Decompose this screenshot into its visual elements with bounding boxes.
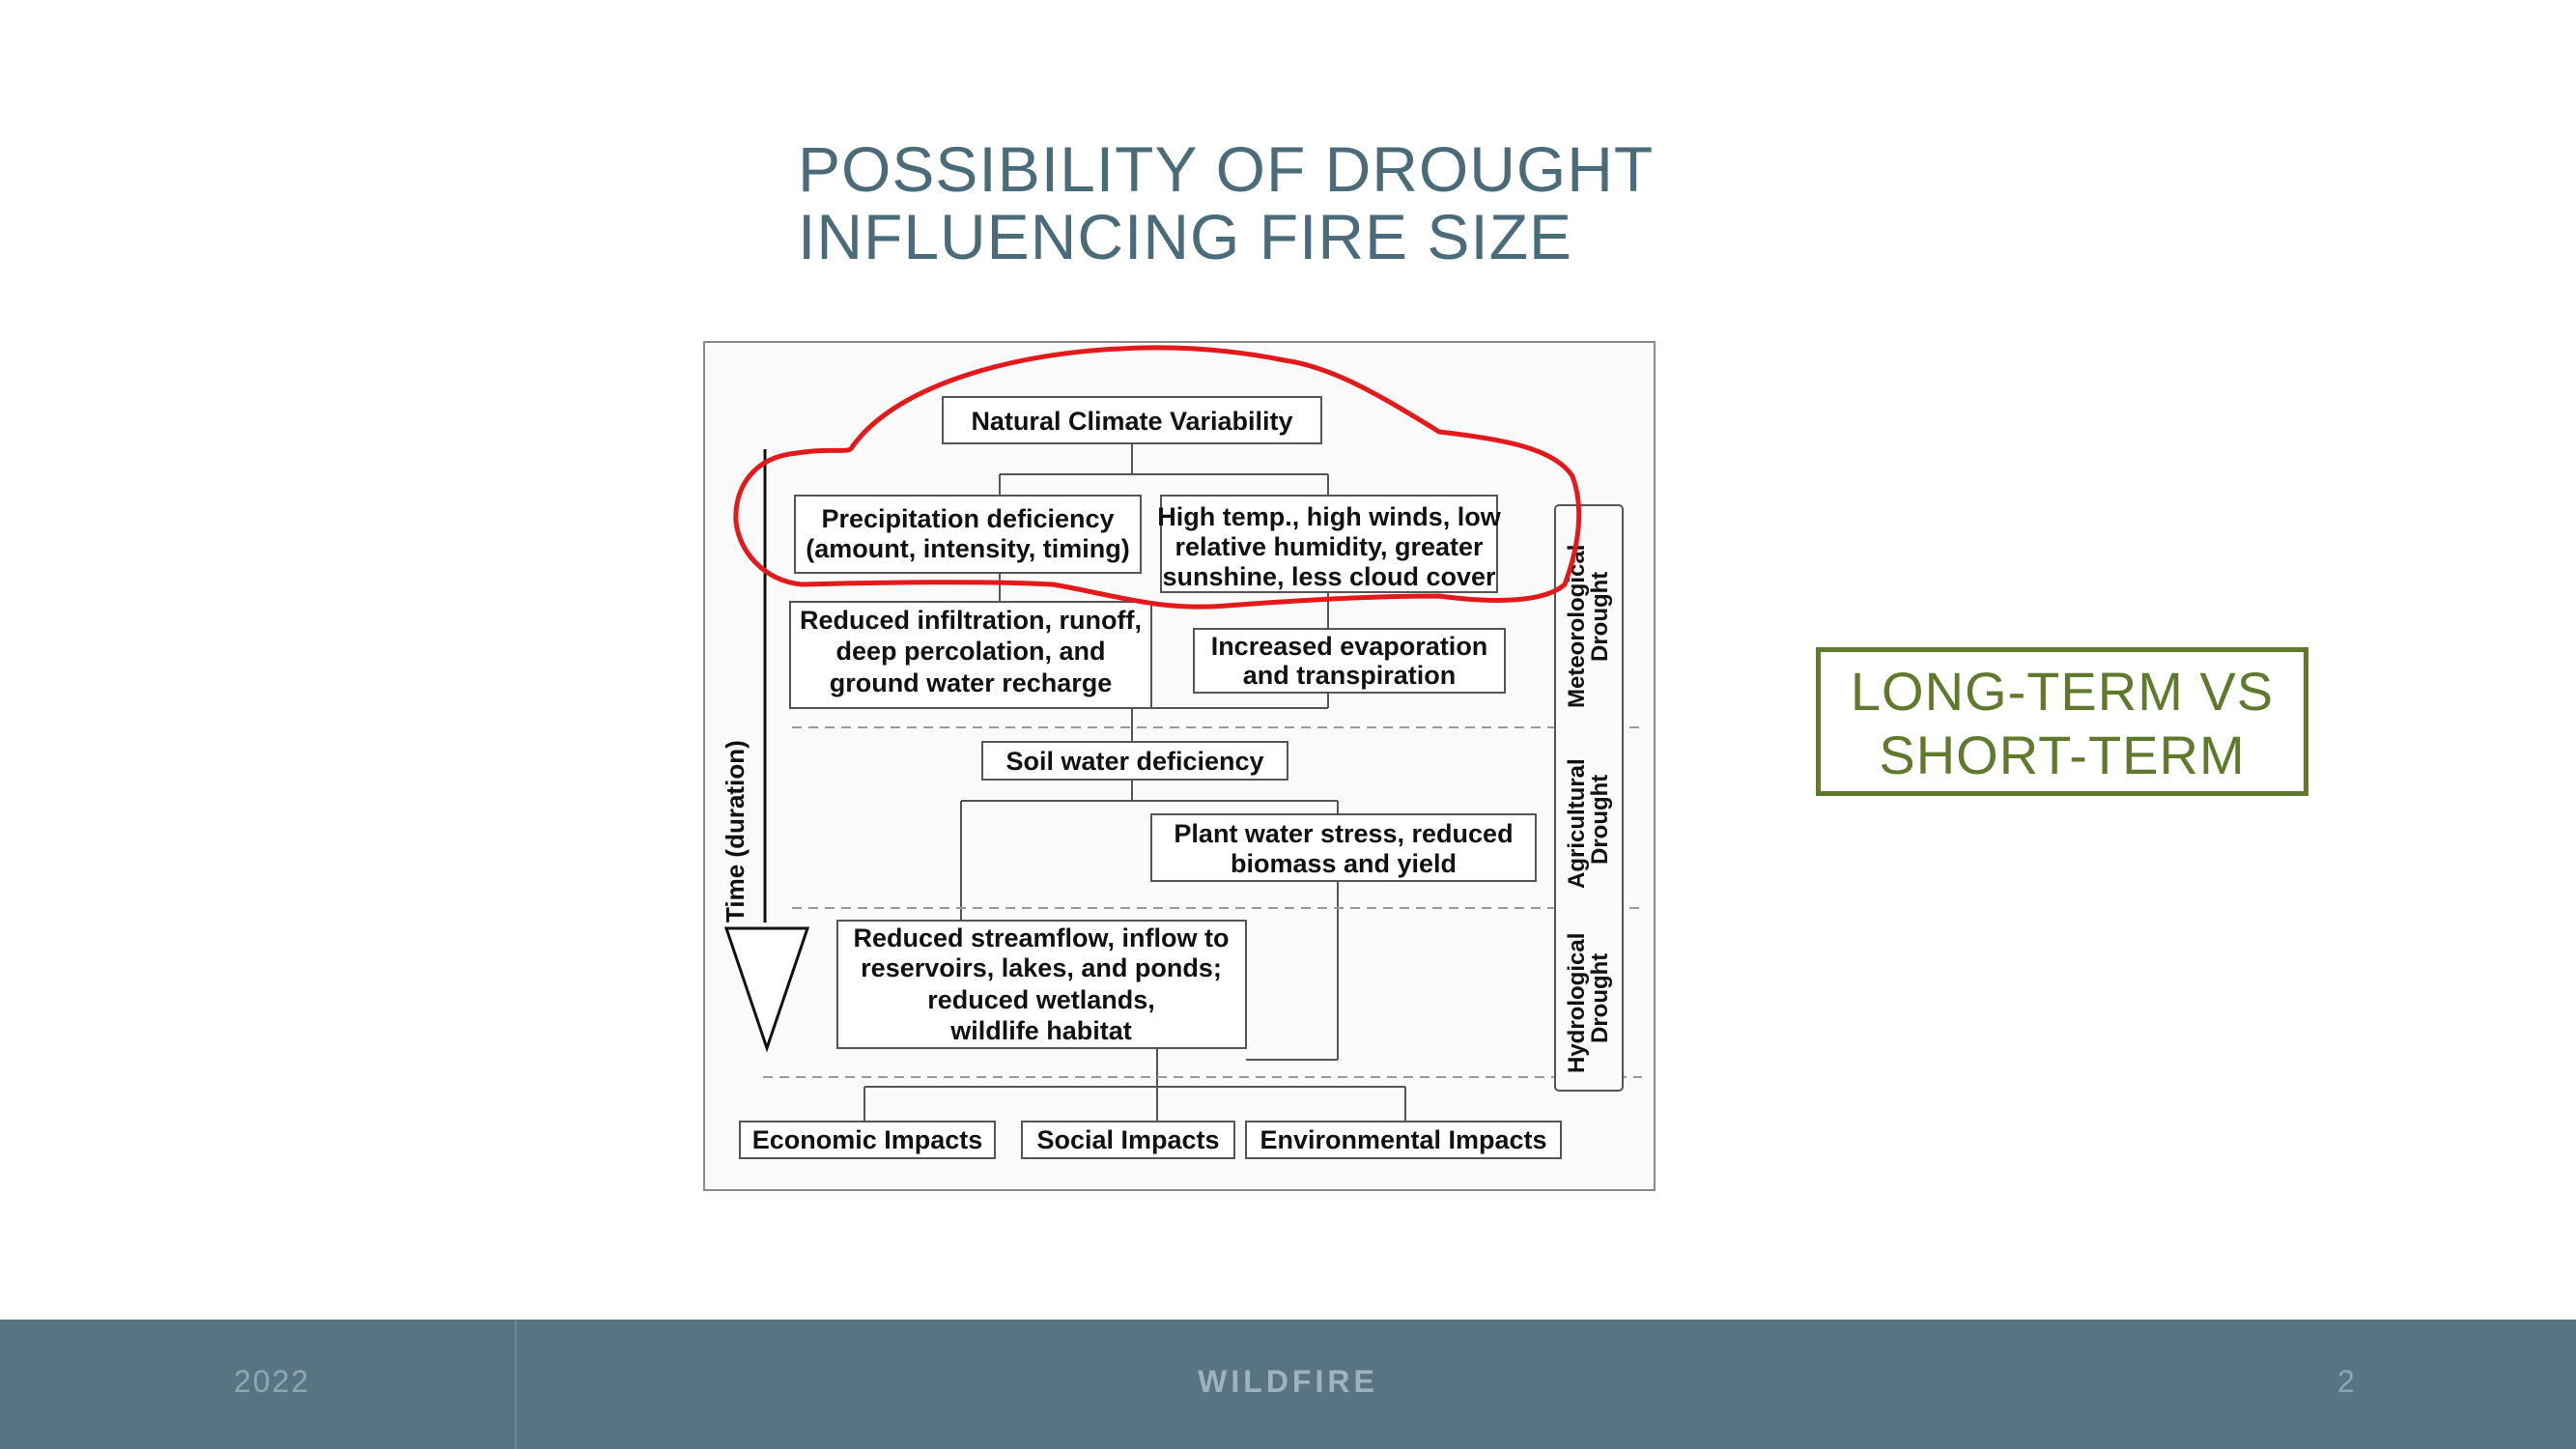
drought-type-bracket: Meteorological Drought Agricultural Drou… (1554, 504, 1624, 1092)
drought-diagram: Time (duration) Meteorological Drought A… (703, 341, 1656, 1191)
footer-divider (515, 1320, 517, 1449)
slide-footer: 2022 WILDFIRE 2 (0, 1320, 2576, 1449)
high-temp-line3: sunshine, less cloud cover (1162, 562, 1496, 591)
streamflow-line4: wildlife habitat (949, 1016, 1132, 1045)
footer-title: WILDFIRE (1198, 1364, 1378, 1399)
callout-line1: LONG-TERM VS (1850, 661, 2275, 722)
plant-stress-line2: biomass and yield (1231, 849, 1457, 878)
infiltration-line2: deep percolation, and (835, 637, 1105, 666)
precipitation-line2: (amount, intensity, timing) (806, 534, 1129, 563)
hydrological-label-line1: Hydrological (1564, 933, 1590, 1073)
section-dividers (763, 726, 1642, 1078)
plant-stress-line1: Plant water stress, reduced (1174, 819, 1513, 848)
evaporation-box: Increased evaporation and transpiration (1193, 628, 1506, 694)
environmental-impacts-text: Environmental Impacts (1260, 1125, 1546, 1154)
evaporation-line1: Increased evaporation (1211, 632, 1488, 661)
long-vs-short-term-callout: LONG-TERM VS SHORT-TERM (1816, 647, 2308, 796)
natural-climate-text: Natural Climate Variability (971, 407, 1292, 436)
high-temp-box: High temp., high winds, low relative hum… (1157, 495, 1502, 593)
meteorological-label-line2: Drought (1587, 572, 1613, 662)
infiltration-line3: ground water recharge (830, 668, 1113, 697)
high-temp-line2: relative humidity, greater (1175, 532, 1484, 561)
slide-title-line1: POSSIBILITY OF DROUGHT (798, 133, 1655, 205)
streamflow-line2: reservoirs, lakes, and ponds; (861, 953, 1222, 982)
precipitation-box: Precipitation deficiency (amount, intens… (794, 495, 1142, 574)
hydrological-label-line2: Drought (1587, 953, 1613, 1043)
time-arrow: Time (duration) (721, 449, 810, 1053)
callout-line2: SHORT-TERM (1879, 724, 2246, 785)
footer-year: 2022 (234, 1364, 311, 1399)
streamflow-line1: Reduced streamflow, inflow to (853, 923, 1229, 952)
reduced-infiltration-box: Reduced infiltration, runoff, deep perco… (789, 601, 1152, 709)
drought-flowchart: Time (duration) Meteorological Drought A… (721, 345, 1642, 1159)
social-impacts-box: Social Impacts (1021, 1121, 1235, 1159)
economic-impacts-text: Economic Impacts (752, 1125, 983, 1154)
agricultural-label-line1: Agricultural (1564, 758, 1590, 889)
agricultural-label-line2: Drought (1587, 775, 1613, 865)
red-highlight-circle (733, 345, 1582, 610)
streamflow-line3: reduced wetlands, (927, 985, 1155, 1014)
high-temp-line1: High temp., high winds, low (1157, 502, 1501, 531)
environmental-impacts-box: Environmental Impacts (1245, 1121, 1562, 1159)
plant-stress-box: Plant water stress, reduced biomass and … (1150, 813, 1537, 882)
soil-water-text: Soil water deficiency (1005, 747, 1263, 776)
page-number: 2 (2337, 1364, 2355, 1399)
social-impacts-text: Social Impacts (1036, 1125, 1219, 1154)
streamflow-box: Reduced streamflow, inflow to reservoirs… (836, 920, 1247, 1049)
time-duration-label: Time (duration) (721, 740, 750, 923)
economic-impacts-box: Economic Impacts (739, 1121, 996, 1159)
natural-climate-box: Natural Climate Variability (942, 396, 1322, 444)
infiltration-line1: Reduced infiltration, runoff, (800, 606, 1142, 635)
slide-title-line2: INFLUENCING FIRE SIZE (798, 201, 1573, 272)
evaporation-line2: and transpiration (1243, 661, 1457, 690)
precipitation-line1: Precipitation deficiency (821, 504, 1114, 533)
soil-water-box: Soil water deficiency (981, 741, 1288, 781)
slide-title: POSSIBILITY OF DROUGHT INFLUENCING FIRE … (798, 135, 1764, 270)
